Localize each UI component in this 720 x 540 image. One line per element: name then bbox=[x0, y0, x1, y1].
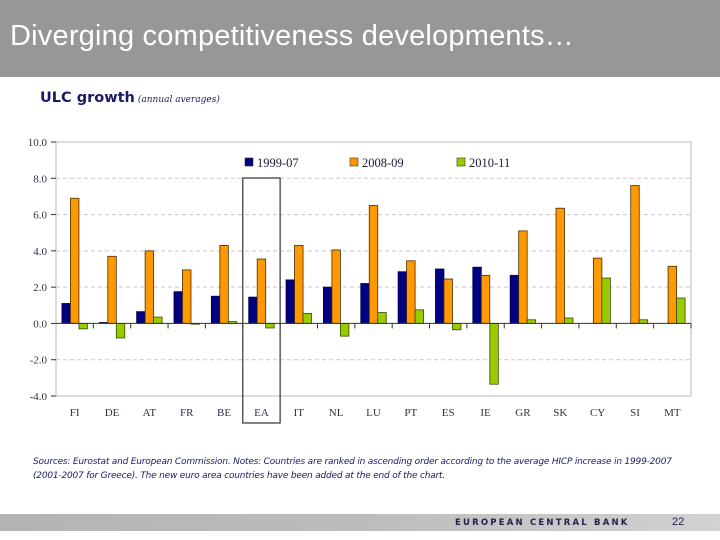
bar-lu-1999-07 bbox=[360, 283, 370, 324]
slide-title: Diverging competitiveness developments… bbox=[10, 20, 574, 52]
y-tick-label: 10.0 bbox=[28, 137, 48, 149]
bar-es-1999-07 bbox=[435, 268, 445, 324]
bar-pt-1999-07 bbox=[397, 271, 408, 324]
bar-nl-2008-09 bbox=[331, 249, 341, 324]
bar-si-2008-09 bbox=[630, 185, 640, 324]
bar-at-2008-09 bbox=[144, 250, 155, 324]
bar-nl-2010-11 bbox=[339, 323, 350, 337]
chart-notes: Sources: Eurostat and European Commissio… bbox=[33, 457, 672, 481]
legend-label-1999-07: 1999-07 bbox=[257, 156, 299, 170]
x-tick-label-fr: FR bbox=[180, 407, 194, 419]
bar-fr-2008-09 bbox=[182, 269, 192, 324]
bar-gr-1999-07 bbox=[509, 274, 520, 324]
bar-de-2010-11 bbox=[115, 323, 126, 339]
bars bbox=[61, 185, 686, 385]
bar-gr-2010-11 bbox=[526, 319, 537, 324]
bar-it-1999-07 bbox=[285, 279, 295, 324]
legend: 1999-07 2008-09 2010-11 bbox=[244, 156, 510, 170]
bar-ea-1999-07 bbox=[248, 296, 258, 324]
x-tick-label-mt: MT bbox=[664, 407, 681, 419]
x-tick-label-be: BE bbox=[217, 407, 231, 419]
y-tick-label: 0.0 bbox=[33, 318, 47, 330]
bar-at-2010-11 bbox=[153, 316, 163, 324]
x-tick-label-fi: FI bbox=[70, 407, 80, 419]
x-tick-label-at: AT bbox=[143, 407, 157, 419]
legend-label-2008-09: 2008-09 bbox=[362, 156, 404, 170]
bar-mt-2008-09 bbox=[667, 265, 677, 324]
x-tick-label-cy: CY bbox=[590, 407, 605, 419]
x-tick-label-de: DE bbox=[105, 407, 120, 419]
footer-organization: EUROPEAN CENTRAL BANK bbox=[455, 518, 630, 528]
x-tick-label-si: SI bbox=[630, 407, 640, 419]
plot-frame bbox=[55, 141, 692, 397]
bar-ie-2010-11 bbox=[489, 323, 499, 385]
y-tick-label: -4.0 bbox=[30, 391, 48, 403]
legend-swatch-2008-09 bbox=[349, 157, 359, 167]
bar-lu-2008-09 bbox=[368, 205, 379, 324]
bar-it-2010-11 bbox=[302, 313, 312, 324]
chart-title: ULC growth bbox=[40, 90, 135, 106]
bar-ie-1999-07 bbox=[472, 266, 482, 324]
bar-be-1999-07 bbox=[210, 295, 221, 324]
bar-fi-2008-09 bbox=[70, 197, 80, 324]
x-tick-label-ea: EA bbox=[254, 407, 269, 419]
x-tick-label-ie: IE bbox=[480, 407, 491, 419]
y-tick-label: 8.0 bbox=[33, 173, 47, 185]
footer-bar bbox=[0, 514, 720, 531]
y-tick-label: 2.0 bbox=[33, 282, 47, 294]
bar-ea-2008-09 bbox=[256, 258, 267, 324]
highlight-box-ea bbox=[242, 177, 281, 424]
bar-sk-2008-09 bbox=[555, 207, 565, 324]
bar-fr-1999-07 bbox=[173, 291, 183, 324]
bar-ie-2008-09 bbox=[480, 274, 491, 324]
bar-chart: 10.0 8.0 6.0 4.0 2.0 0.0 -2.0 -4.0 FI DE AT FR BE EA I… bbox=[28, 137, 692, 424]
axes: 10.0 8.0 6.0 4.0 2.0 0.0 -2.0 -4.0 FI DE AT FR BE EA I… bbox=[28, 137, 692, 419]
bar-lu-2010-11 bbox=[377, 312, 387, 324]
bar-cy-2010-11 bbox=[601, 277, 611, 324]
x-tick-label-lu: LU bbox=[366, 407, 381, 419]
y-tick-label: 4.0 bbox=[33, 246, 47, 258]
bar-mt-2010-11 bbox=[676, 297, 686, 324]
y-tick-label: -2.0 bbox=[30, 355, 48, 367]
bar-es-2008-09 bbox=[443, 278, 453, 324]
bar-es-2010-11 bbox=[452, 323, 462, 331]
bar-gr-2008-09 bbox=[518, 230, 528, 324]
bar-it-2008-09 bbox=[294, 245, 304, 324]
page-number: 22 bbox=[672, 516, 685, 528]
x-tick-label-sk: SK bbox=[553, 407, 567, 419]
bar-fi-2010-11 bbox=[78, 323, 88, 330]
legend-swatch-1999-07 bbox=[244, 157, 254, 167]
bar-pt-2010-11 bbox=[414, 309, 425, 324]
x-tick-label-it: IT bbox=[294, 407, 305, 419]
bar-sk-2010-11 bbox=[564, 317, 574, 324]
chart-subtitle: (annual averages) bbox=[137, 95, 220, 105]
x-tick-label-nl: NL bbox=[329, 407, 344, 419]
chart-heading: ULC growth (annual averages) bbox=[40, 89, 220, 107]
legend-label-2010-11: 2010-11 bbox=[469, 156, 510, 170]
bar-cy-2008-09 bbox=[592, 257, 603, 324]
bar-at-1999-07 bbox=[136, 311, 146, 324]
y-tick-label: 6.0 bbox=[33, 210, 47, 222]
x-tick-label-pt: PT bbox=[404, 407, 417, 419]
bar-fi-1999-07 bbox=[61, 303, 71, 324]
x-tick-label-es: ES bbox=[442, 407, 455, 419]
bar-de-2008-09 bbox=[107, 255, 117, 324]
x-tick-label-gr: GR bbox=[515, 407, 531, 419]
bar-be-2008-09 bbox=[219, 245, 229, 324]
bar-si-2010-11 bbox=[638, 319, 649, 324]
bar-pt-2008-09 bbox=[406, 260, 416, 324]
bar-nl-1999-07 bbox=[322, 286, 333, 324]
slide-title-bar: Diverging competitiveness developments… bbox=[0, 0, 720, 77]
bar-ea-2010-11 bbox=[265, 323, 275, 329]
legend-swatch-2010-11 bbox=[456, 157, 466, 167]
